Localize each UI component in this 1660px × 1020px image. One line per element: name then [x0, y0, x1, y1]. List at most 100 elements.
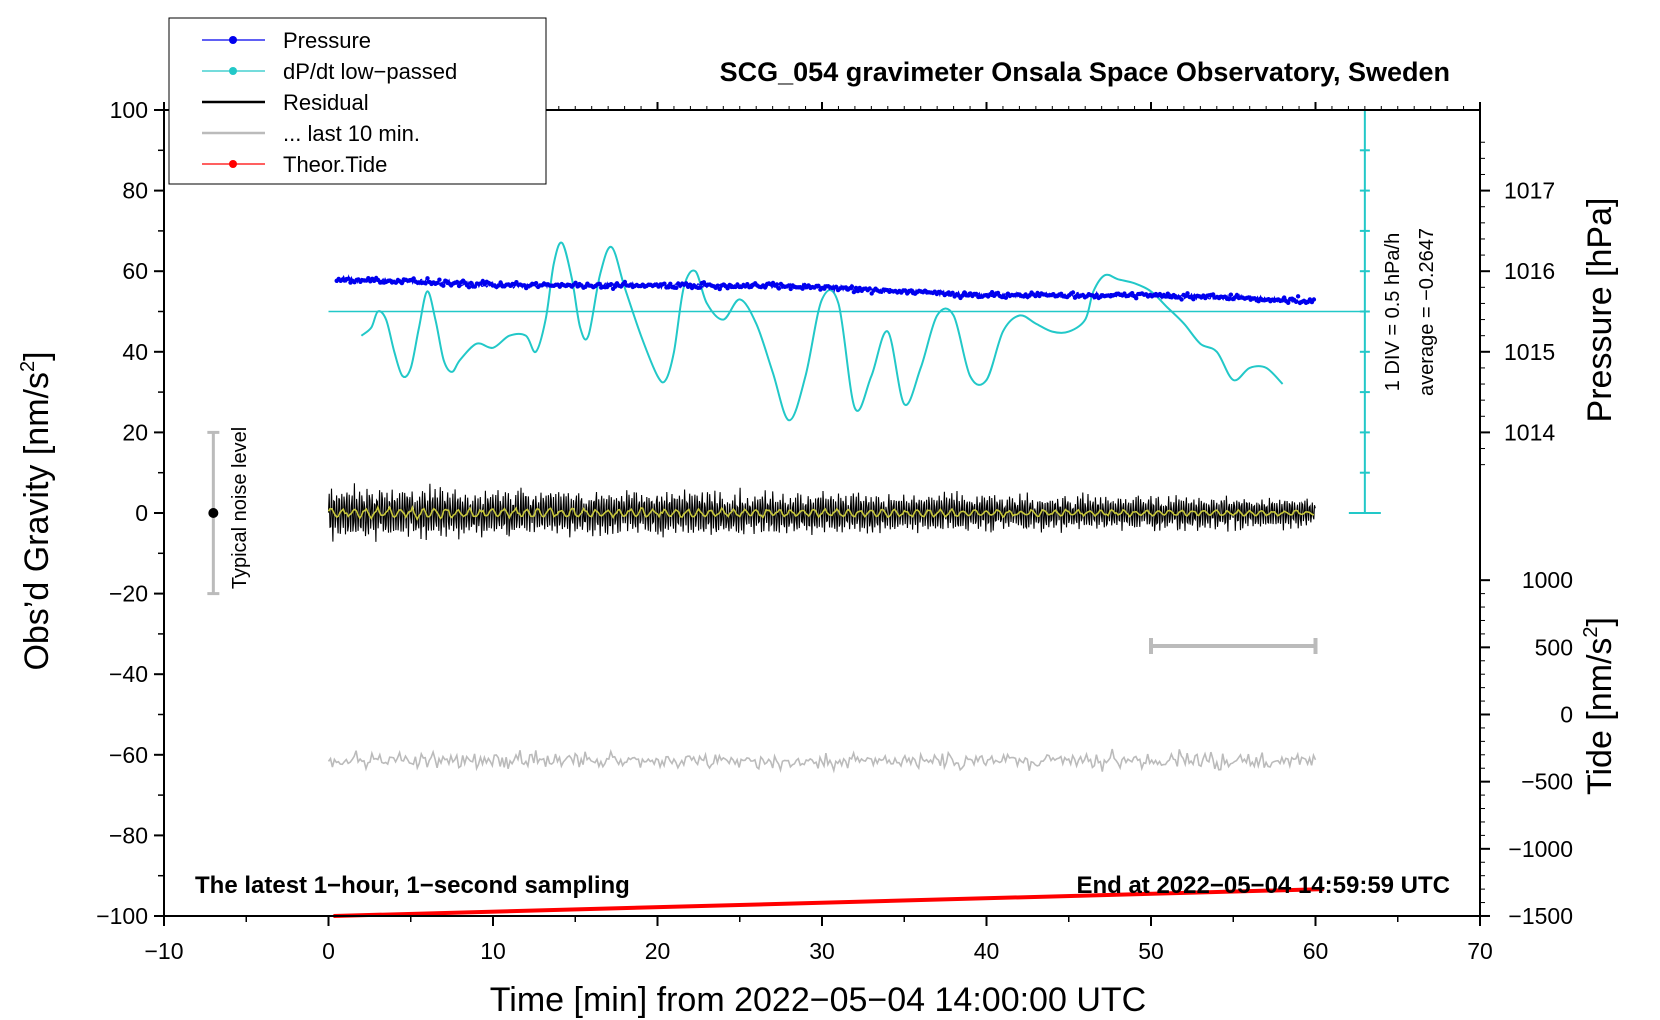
- noise-bar-point: [208, 508, 219, 518]
- y-axis-title-end: ]: [18, 351, 56, 360]
- pressure-point: [435, 280, 440, 286]
- pressure-point: [498, 280, 503, 285]
- pressure-point: [573, 280, 578, 285]
- pressure-point: [399, 280, 405, 286]
- pressure-point: [346, 276, 351, 281]
- pressure-point: [533, 281, 539, 286]
- y-tick-label: 20: [122, 419, 148, 445]
- y-tick-label: −80: [109, 822, 148, 848]
- last-10-min-line: [327, 748, 1317, 774]
- legend-marker: [229, 36, 237, 44]
- legend-label: Residual: [283, 90, 369, 115]
- residual-line: [327, 483, 1316, 542]
- pressure-point: [468, 280, 474, 286]
- pressure-point: [480, 278, 485, 284]
- pressure-point: [683, 281, 689, 286]
- tide-axis-title-sup: 2: [1580, 626, 1602, 637]
- x-axis-title: Time [min] from 2022−05−04 14:00:00 UTC: [490, 981, 1146, 1019]
- y-tick-label: 0: [135, 500, 148, 526]
- y-tick-label: −60: [109, 742, 148, 768]
- pressure-point: [622, 279, 628, 285]
- x-tick-label: 40: [974, 938, 1000, 964]
- pressure-point: [774, 282, 780, 287]
- pressure-axis-title: Pressure [hPa]: [1581, 198, 1619, 423]
- y-axis-title: Obs’d Gravity [nm/s2]: [17, 351, 56, 670]
- chart-title: SCG_054 gravimeter Onsala Space Observat…: [720, 57, 1450, 87]
- x-tick-label: 30: [809, 938, 835, 964]
- y-tick-label: −20: [109, 581, 148, 607]
- legend-marker: [229, 67, 237, 75]
- pressure-point: [1003, 295, 1009, 300]
- pressure-point: [1228, 292, 1234, 297]
- tide-tick-label: −500: [1521, 769, 1573, 795]
- pressure-point: [668, 281, 673, 286]
- pressure-point: [612, 284, 618, 289]
- pressure-tick-label: 1017: [1504, 178, 1555, 204]
- x-tick-label: 70: [1467, 938, 1493, 964]
- pressure-point: [1226, 296, 1232, 302]
- y-tick-label: −100: [96, 903, 148, 929]
- dpdt-average-label: average = −0.2647: [1416, 228, 1438, 396]
- pressure-point: [1311, 297, 1317, 302]
- residual-smoothed-line: [327, 504, 1315, 522]
- pressure-point: [717, 286, 722, 292]
- y-tick-label: 40: [122, 339, 148, 365]
- tick-group: −10 0 10 20 30 40 50 60 70−100−80−60−40−20020406…: [96, 97, 1573, 964]
- pressure-point: [833, 284, 839, 289]
- plot-frame: [163, 109, 1481, 917]
- pressure-point: [950, 290, 955, 295]
- pressure-point: [454, 279, 460, 285]
- pressure-points: [334, 274, 1317, 306]
- legend-label: Pressure: [283, 28, 371, 53]
- x-tick-label: 60: [1303, 938, 1329, 964]
- pressure-point: [425, 276, 430, 281]
- pressure-point: [715, 283, 720, 288]
- pressure-point: [1293, 299, 1299, 304]
- pressure-point: [816, 283, 821, 288]
- pressure-point: [1286, 300, 1291, 305]
- theor-tide-line: [333, 887, 1324, 918]
- pressure-point: [1282, 295, 1287, 300]
- note-latest-hour: The latest 1−hour, 1−second sampling: [195, 872, 630, 899]
- pressure-point: [725, 286, 730, 291]
- y-axis-title-base: Obs’d Gravity [nm/s: [18, 372, 56, 671]
- pressure-point: [762, 285, 768, 290]
- y-axis-title-sup: 2: [17, 361, 39, 372]
- pressure-point: [608, 282, 614, 287]
- pressure-tick-label: 1014: [1504, 419, 1555, 445]
- x-tick-label: 50: [1138, 938, 1164, 964]
- tide-axis-title: Tide [nm/s2]: [1580, 617, 1619, 795]
- y-tick-label: 80: [122, 178, 148, 204]
- pressure-point: [441, 283, 446, 288]
- series-group: [327, 241, 1324, 918]
- pressure-point: [662, 281, 667, 286]
- pressure-point: [851, 289, 857, 295]
- dpdt-scale-label: 1 DIV = 0.5 hPa/h: [1382, 233, 1404, 391]
- tide-tick-label: 500: [1535, 634, 1573, 660]
- pressure-point: [1070, 290, 1076, 295]
- pressure-point: [437, 277, 442, 282]
- pressure-point: [666, 285, 671, 290]
- y-tick-label: −40: [109, 661, 148, 687]
- pressure-point: [849, 284, 855, 289]
- pressure-point: [687, 282, 693, 287]
- y-tick-label: 100: [110, 97, 148, 123]
- legend: Pressure dP/dt low−passed Residual ... last…: [168, 17, 547, 185]
- pressure-point: [597, 281, 602, 286]
- tide-tick-label: −1500: [1508, 903, 1573, 929]
- pressure-point: [1179, 297, 1184, 302]
- x-tick-label: 0: [322, 938, 335, 964]
- noise-level-label: Typical noise level: [229, 427, 251, 589]
- pressure-point: [1165, 291, 1171, 296]
- pressure-point: [786, 283, 791, 288]
- tide-tick-label: −1000: [1508, 836, 1573, 862]
- pressure-point: [411, 276, 416, 281]
- pressure-point: [1295, 294, 1301, 299]
- pressure-point: [466, 285, 472, 290]
- pressure-point: [776, 286, 782, 291]
- pressure-point: [800, 286, 805, 291]
- extras-group: [207, 109, 1381, 654]
- tide-axis-title-base: Tide [nm/s: [1581, 638, 1619, 795]
- x-tick-label: −10: [144, 938, 183, 964]
